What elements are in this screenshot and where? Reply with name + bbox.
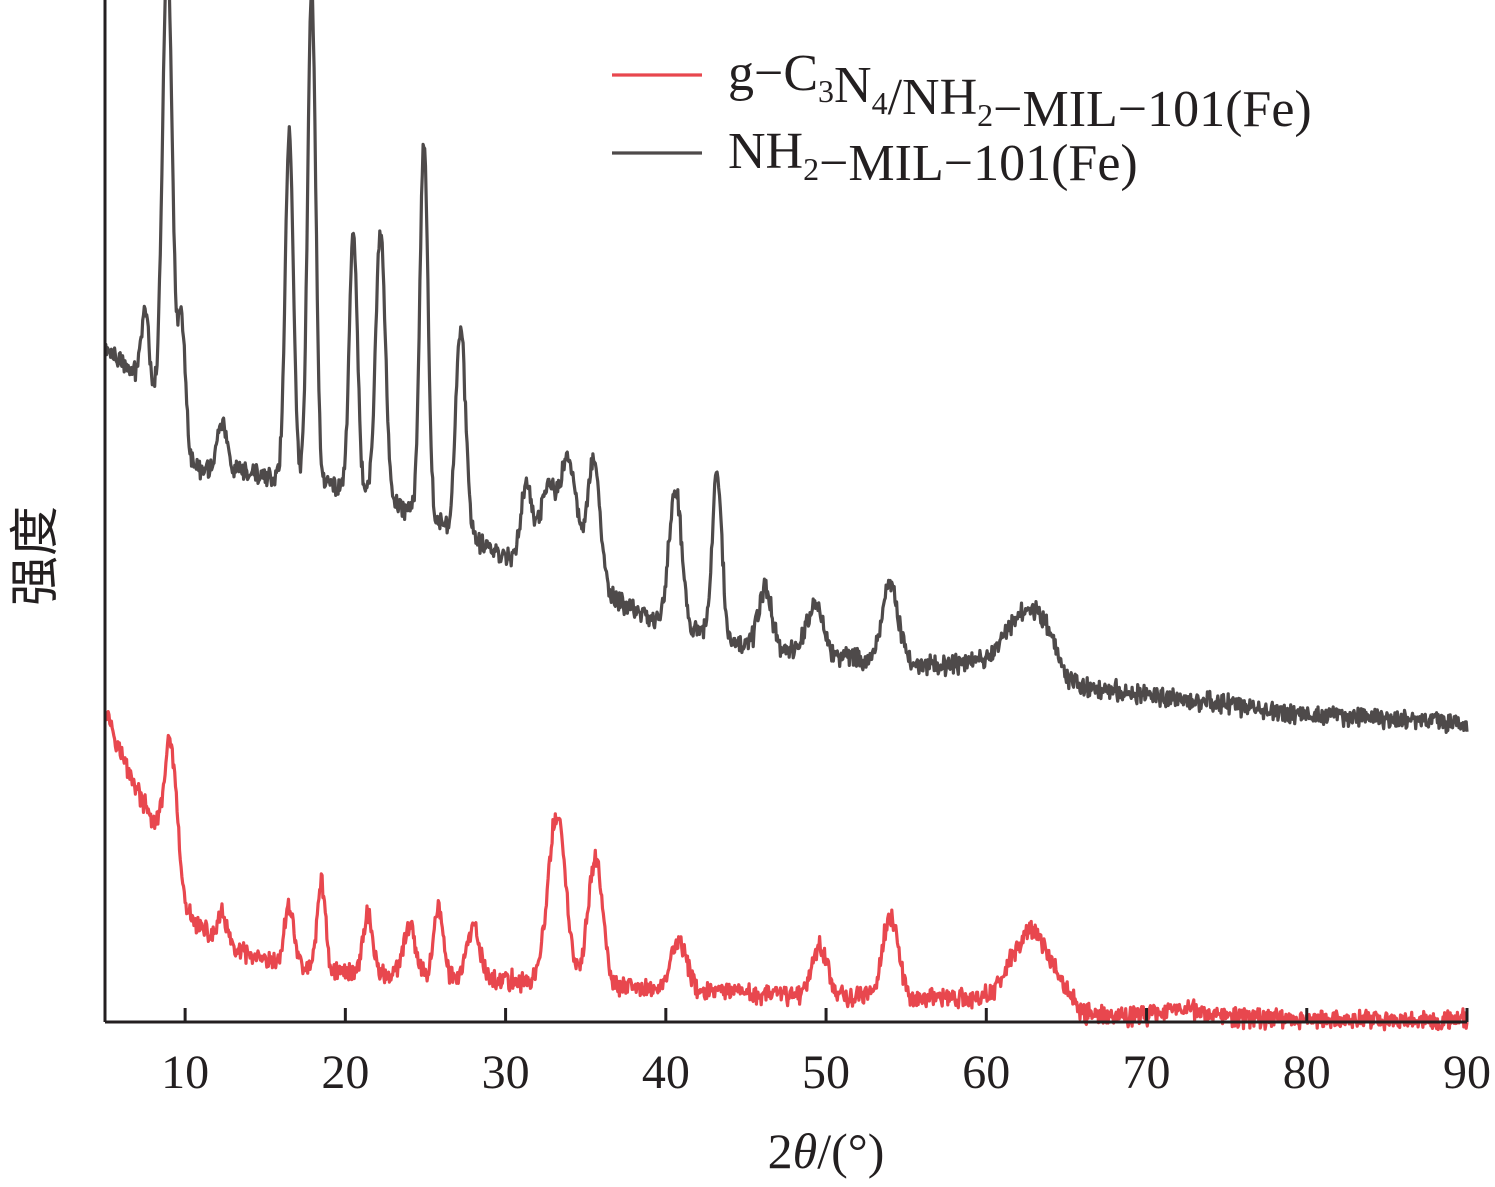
plot-area: 10 20 30 40 50 60 70 80 90 <box>103 0 1491 1099</box>
x-ticks: 10 20 30 40 50 60 70 80 90 <box>161 1008 1491 1099</box>
x-tick-label: 20 <box>321 1046 369 1099</box>
x-axis-label-theta: θ <box>793 1123 818 1179</box>
series-line-2 <box>103 0 1469 735</box>
x-axis-label: 2θ/(°) <box>768 1123 885 1179</box>
x-tick-label: 80 <box>1283 1046 1331 1099</box>
legend-label-1: g−C3N4/NH2−MIL−101(Fe) <box>728 45 1312 138</box>
x-axis-label-unit: /(°) <box>817 1123 884 1179</box>
x-tick-label: 90 <box>1443 1046 1491 1099</box>
x-tick-label: 50 <box>802 1046 850 1099</box>
x-tick-label: 30 <box>482 1046 530 1099</box>
legend: g−C3N4/NH2−MIL−101(Fe)NH2−MIL−101(Fe) <box>612 45 1312 192</box>
y-axis-label: 强度 <box>7 506 63 606</box>
series-line-1 <box>103 709 1469 1032</box>
x-tick-label: 70 <box>1123 1046 1171 1099</box>
x-tick-label: 60 <box>962 1046 1010 1099</box>
x-axis-label-prefix: 2 <box>768 1123 793 1179</box>
x-tick-label: 10 <box>161 1046 209 1099</box>
legend-label-2: NH2−MIL−101(Fe) <box>728 123 1138 192</box>
x-tick-label: 40 <box>642 1046 690 1099</box>
series-layer <box>103 0 1469 1032</box>
